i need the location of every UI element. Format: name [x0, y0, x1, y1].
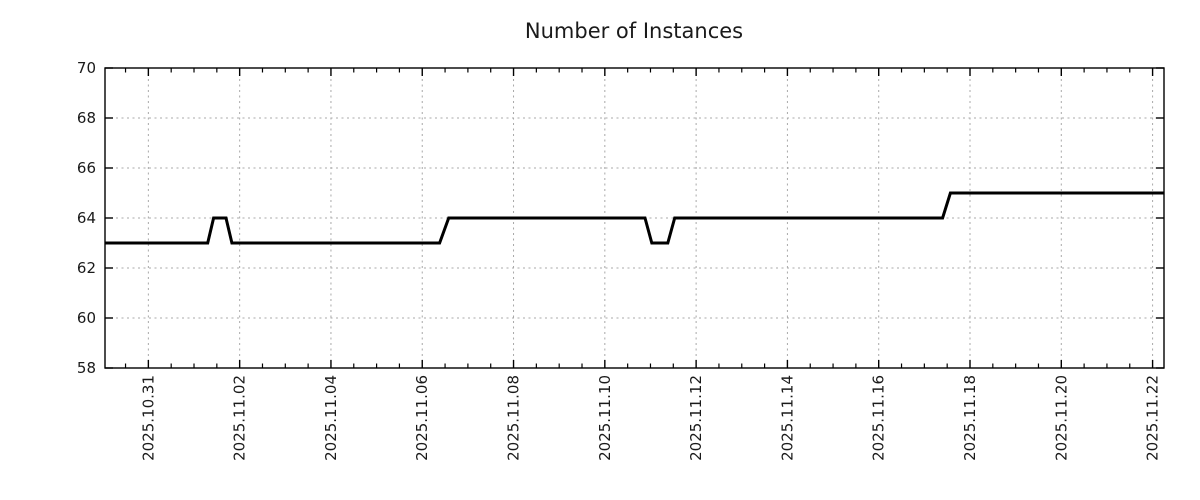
x-tick-label: 2025.11.22	[1144, 375, 1162, 461]
axis-layer	[104, 67, 1165, 369]
x-tick-label: 2025.11.10	[596, 375, 614, 461]
y-tick-label: 58	[77, 359, 96, 377]
x-tick-label: 2025.10.31	[139, 375, 157, 461]
x-tick-label: 2025.11.12	[687, 375, 705, 461]
series-layer	[105, 191, 1164, 245]
y-tick-label: 68	[77, 109, 96, 127]
y-tick-label: 66	[77, 159, 96, 177]
y-tick-label: 64	[77, 209, 96, 227]
x-tick-label: 2025.11.16	[870, 375, 888, 461]
axis-labels: 2025.10.31 2025.11.02 2025.11.04 2025.11.06…	[77, 59, 1162, 461]
x-tick-label: 2025.11.04	[322, 375, 340, 461]
x-tick-label: 2025.11.06	[413, 375, 431, 461]
x-tick-label: 2025.11.08	[505, 375, 523, 461]
data-line-instances	[105, 191, 1164, 245]
x-tick-label: 2025.11.20	[1052, 375, 1070, 461]
x-tick-label: 2025.11.02	[231, 375, 249, 461]
x-tick-label: 2025.11.18	[961, 375, 979, 461]
chart-title: Number of Instances	[525, 19, 743, 43]
x-tick-label: 2025.11.14	[778, 375, 796, 461]
y-tick-label: 60	[77, 309, 96, 327]
y-tick-label: 70	[77, 59, 96, 77]
y-tick-label: 62	[77, 259, 96, 277]
